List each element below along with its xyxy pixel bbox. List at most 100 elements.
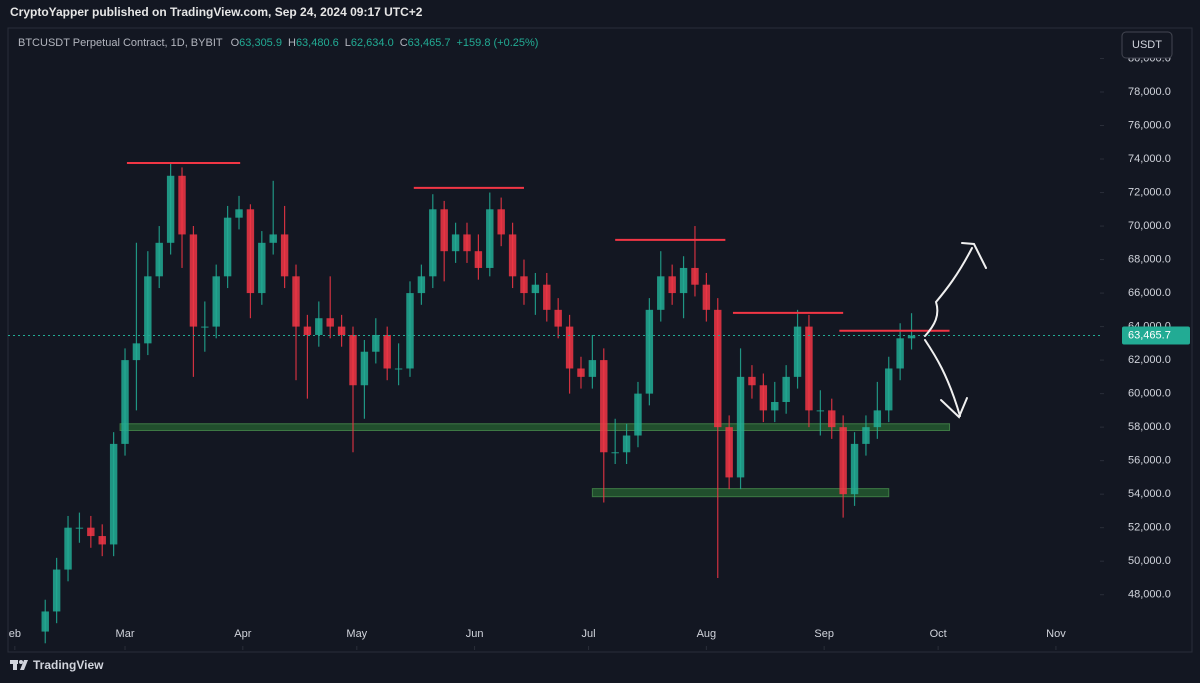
candle-body: [246, 209, 255, 294]
drawn-arrows: [924, 242, 987, 419]
candle-body: [805, 326, 813, 411]
candle-body: [474, 251, 483, 268]
candle-body: [816, 410, 825, 412]
candle-body: [360, 351, 369, 386]
candle-body: [531, 284, 540, 294]
x-tick-label: Jul: [582, 628, 596, 640]
logo-part: [20, 660, 28, 670]
plot-area: [8, 161, 1100, 644]
chart-panel: [7, 27, 1193, 653]
currency-button[interactable]: USDT: [1121, 31, 1173, 59]
candle-body: [645, 309, 654, 394]
y-tick-label: 54,000.0: [1128, 488, 1171, 500]
y-tick-label: 76,000.0: [1128, 119, 1171, 131]
candle-body: [212, 276, 220, 327]
candle-body: [383, 334, 391, 369]
candle-body: [736, 376, 745, 478]
published-note: CryptoYapper published on TradingView.co…: [10, 5, 423, 19]
candle-body: [668, 276, 676, 294]
candle-body: [565, 326, 574, 369]
candle-body: [588, 360, 597, 377]
candle-body: [520, 276, 528, 294]
candle-body: [725, 427, 733, 478]
candle-body: [828, 410, 836, 428]
y-tick-label: 50,000.0: [1128, 555, 1171, 567]
candle-body: [315, 318, 323, 335]
ohlc-key: H: [288, 37, 296, 49]
y-tick-label: 60,000.0: [1128, 388, 1171, 400]
currency-label[interactable]: USDT: [1132, 39, 1162, 51]
ohlc-value: 62,634.0: [351, 37, 394, 49]
candle-body: [622, 435, 631, 453]
arrow-down-head: [940, 397, 968, 419]
candle-body: [691, 267, 699, 285]
y-tick-label: 62,000.0: [1128, 354, 1171, 366]
candle-body: [714, 309, 722, 428]
y-tick-label: 72,000.0: [1128, 186, 1171, 198]
candle-body: [896, 338, 904, 369]
ohlc-key: L: [345, 37, 351, 49]
candle-body: [326, 318, 334, 327]
candle-body: [759, 385, 768, 411]
x-tick-label: Oct: [930, 628, 947, 640]
x-tick-label: Jun: [466, 628, 484, 640]
ohlc-key: C: [400, 37, 408, 49]
y-tick-label: 70,000.0: [1128, 220, 1171, 232]
candle-body: [702, 284, 711, 310]
y-tick-label: 58,000.0: [1128, 421, 1171, 433]
candle-body: [486, 209, 494, 268]
candle-body: [577, 368, 585, 377]
ohlc-value: 63,480.6: [296, 37, 339, 49]
candle-body: [178, 175, 186, 235]
logo-part: [13, 660, 17, 670]
candle-body: [839, 427, 847, 495]
candle-body: [189, 234, 198, 327]
candle-body: [885, 368, 893, 411]
candle-body: [793, 326, 802, 377]
candle-body: [771, 402, 779, 411]
candle-body: [440, 209, 448, 252]
candle-body: [634, 393, 642, 436]
x-tick-label: Apr: [234, 628, 251, 640]
candle-body: [394, 368, 403, 370]
candle-body: [201, 326, 209, 328]
candle-body: [98, 536, 106, 545]
arrow-down: [924, 339, 961, 417]
y-tick-label: 48,000.0: [1128, 589, 1171, 601]
x-tick-label: Mar: [116, 628, 135, 640]
y-tick-label: 74,000.0: [1128, 153, 1171, 165]
candle-body: [497, 209, 505, 235]
ohlc-value: 63,465.7: [408, 37, 451, 49]
ohlc-value: 63,305.9: [239, 37, 282, 49]
logo-part: [19, 660, 23, 664]
candle-body: [132, 343, 141, 361]
candle-body: [748, 376, 756, 386]
candle-body: [280, 234, 289, 277]
last-price-label: 63,465.7: [1128, 329, 1171, 341]
candle-body: [144, 276, 152, 344]
candle-body: [406, 293, 414, 369]
candle-body: [292, 276, 300, 327]
x-tick-label: Nov: [1046, 628, 1066, 640]
y-tick-label: 78,000.0: [1128, 86, 1171, 98]
candle-body: [679, 267, 688, 294]
candle-body: [463, 234, 471, 252]
candle-body: [907, 335, 916, 339]
candle-body: [451, 234, 460, 252]
footer-brand: TradingView: [33, 658, 104, 672]
candle-body: [543, 284, 551, 310]
currency-box[interactable]: [1121, 31, 1173, 59]
x-tick-label: May: [346, 628, 367, 640]
candle-body: [303, 326, 312, 335]
axes: 48,000.0 50,000.0 52,000.0 54,000.0 56,000.0…: [9, 52, 1190, 650]
candle-body: [41, 611, 49, 632]
y-tick-label: 52,000.0: [1128, 522, 1171, 534]
last-price-box: [1122, 326, 1190, 345]
candle-body: [121, 360, 129, 444]
candle-body: [508, 234, 517, 277]
candle-body: [337, 326, 346, 335]
change-value: +159.8 (+0.25%): [457, 37, 539, 49]
candle-body: [223, 217, 232, 277]
candle-body: [417, 276, 426, 294]
